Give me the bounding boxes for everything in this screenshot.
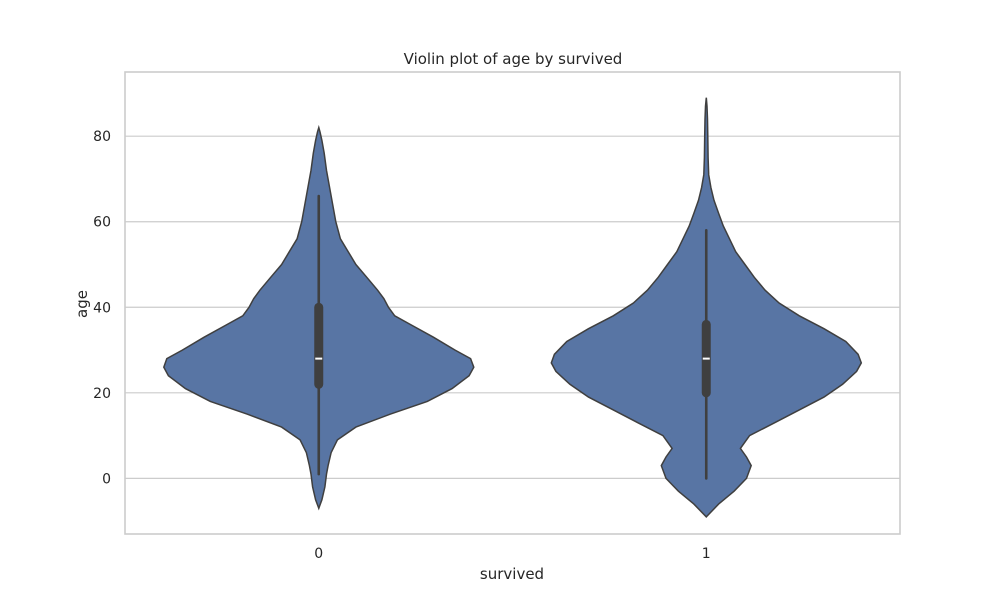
x-tick-label-1: 1 xyxy=(702,546,711,562)
chart-title: Violin plot of age by survived xyxy=(404,50,623,68)
y-tick-label-60: 60 xyxy=(93,215,111,231)
y-tick-labels: 0 20 40 60 80 xyxy=(93,129,111,487)
y-tick-label-80: 80 xyxy=(93,129,111,145)
y-axis-label: age xyxy=(73,290,91,318)
y-tick-label-40: 40 xyxy=(93,300,111,316)
y-tick-label-0: 0 xyxy=(102,471,111,487)
plot-frame xyxy=(124,71,901,535)
x-tick-label-0: 0 xyxy=(314,546,323,562)
violin-layer xyxy=(162,97,863,518)
y-tick-label-20: 20 xyxy=(93,386,111,402)
x-axis-label: survived xyxy=(480,565,544,583)
